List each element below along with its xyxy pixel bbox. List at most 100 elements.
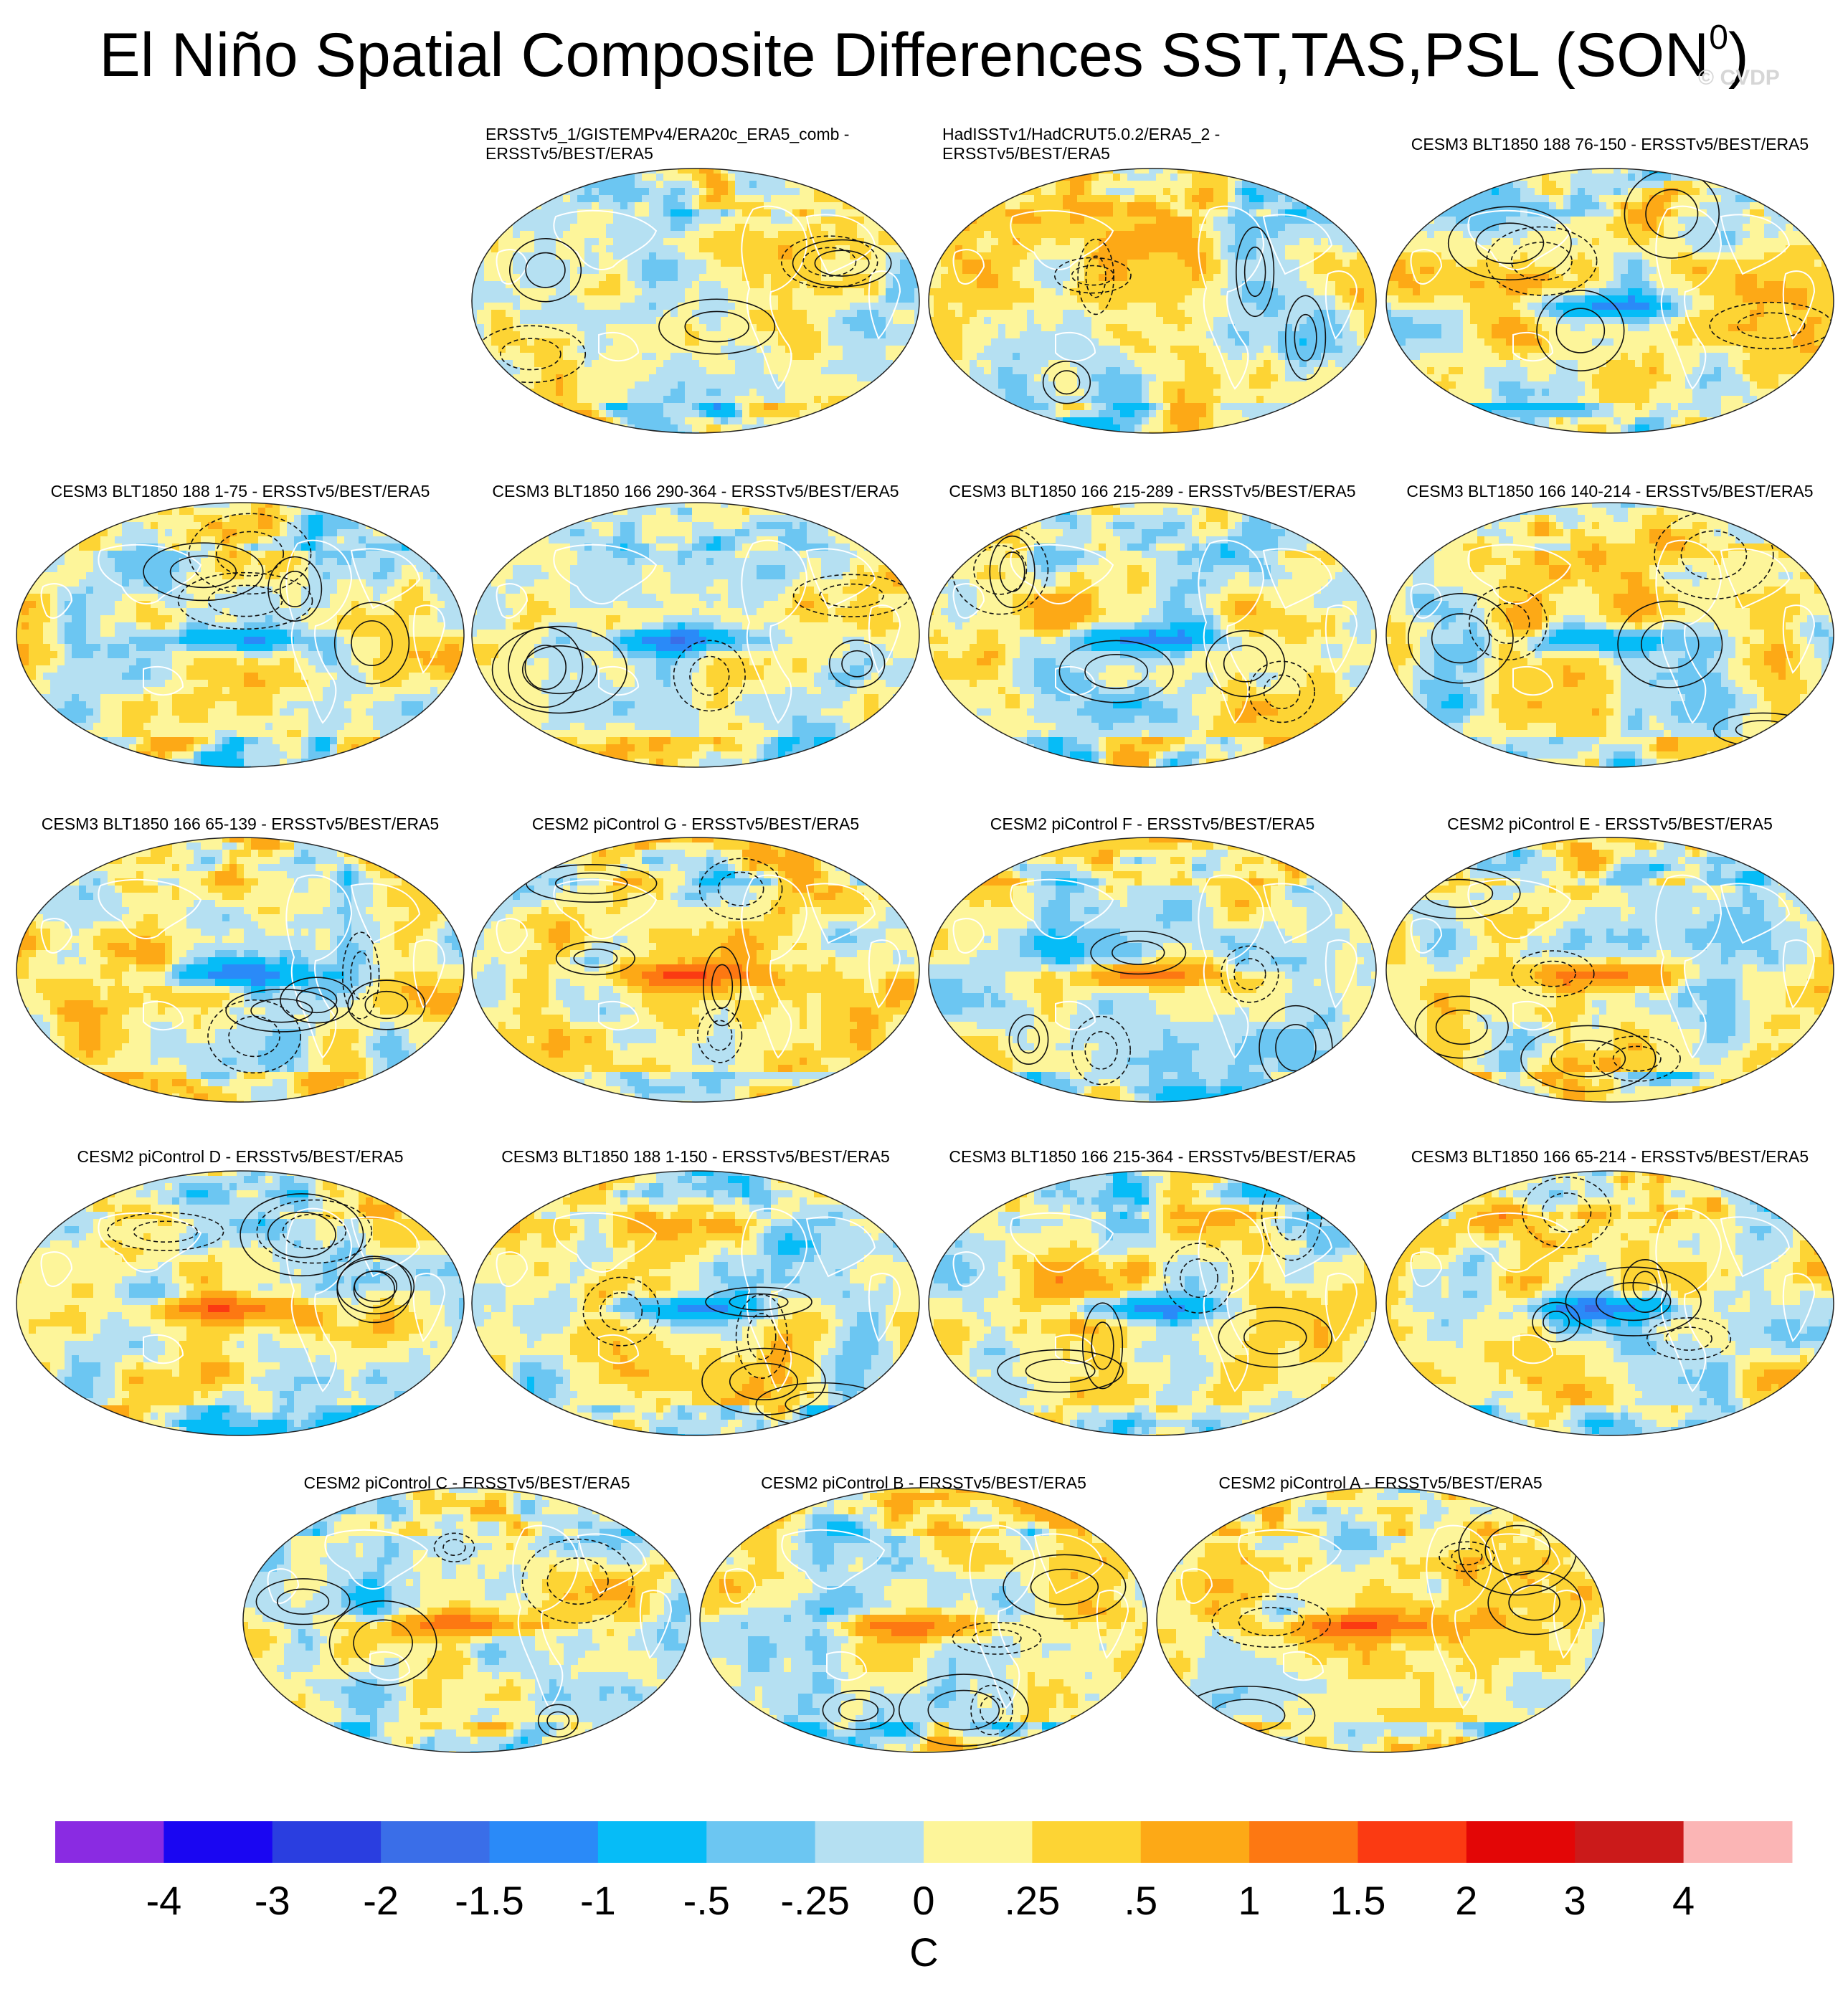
- psl-contour: [508, 237, 582, 303]
- panel-title: CESM3 BLT1850 166 140-214 - ERSSTv5/BEST…: [1406, 482, 1813, 501]
- map-panel: [928, 837, 1377, 1103]
- coastline: [1410, 1251, 1443, 1287]
- psl-contour: [717, 871, 764, 906]
- colorbar-tick-label: 1.5: [1330, 1878, 1386, 1923]
- psl-contour: [972, 1628, 1022, 1648]
- coastline: [1283, 1651, 1325, 1681]
- psl-contour: [1451, 1547, 1483, 1566]
- colorbar-tick-label: 2: [1455, 1878, 1477, 1923]
- map-panel: [16, 837, 465, 1103]
- map-panel: [1385, 502, 1834, 768]
- psl-contour: [802, 247, 857, 277]
- panel-title: CESM2 piControl E - ERSSTv5/BEST/ERA5: [1447, 815, 1773, 834]
- panel-title: CESM2 piControl F - ERSSTv5/BEST/ERA5: [990, 815, 1314, 834]
- psl-contour: [1091, 1321, 1114, 1370]
- psl-contour: [1435, 1009, 1488, 1045]
- colorbar-swatch: [381, 1821, 490, 1863]
- coastline: [805, 1216, 876, 1278]
- map-panel: [16, 1170, 465, 1436]
- psl-contour: [1736, 312, 1806, 339]
- coastline: [1512, 331, 1554, 362]
- psl-contour: [133, 1220, 199, 1243]
- panel-title-line: CESM3 BLT1850 166 215-289 - ERSSTv5/BEST…: [949, 482, 1355, 501]
- psl-contour: [898, 1674, 1029, 1747]
- psl-contour: [1541, 1192, 1592, 1233]
- psl-contour: [1508, 1585, 1560, 1621]
- psl-contour: [573, 948, 618, 968]
- colorbar-swatch: [489, 1821, 599, 1863]
- coastline: [577, 1533, 648, 1595]
- psl-contour: [177, 571, 313, 630]
- map-border: [1156, 1487, 1605, 1753]
- coastline: [1467, 209, 1572, 270]
- colorbar-tick-label: 0: [912, 1878, 934, 1923]
- panel-title: CESM2 piControl D - ERSSTv5/BEST/ERA5: [77, 1147, 403, 1167]
- psl-contour: [521, 645, 597, 695]
- psl-contour: [215, 531, 285, 576]
- psl-contour: [250, 998, 313, 1023]
- psl-contour: [240, 1193, 364, 1277]
- panel-title: CESM3 BLT1850 166 65-214 - ERSSTv5/BEST/…: [1411, 1147, 1809, 1167]
- panel-title: HadISSTv1/HadCRUT5.0.2/ERA5_2 - ERSSTv5/B…: [942, 125, 1220, 163]
- map-border: [1385, 502, 1834, 768]
- coastline: [98, 1212, 202, 1273]
- panel-title: CESM3 BLT1850 166 290-364 - ERSSTv5/BEST…: [492, 482, 899, 501]
- psl-contour: [143, 542, 264, 602]
- coastline: [1720, 883, 1791, 944]
- figure-title-text: El Niño Spatial Composite Differences SS…: [99, 21, 1709, 90]
- coastline: [805, 883, 876, 944]
- coastline: [1262, 548, 1333, 609]
- colorbar-swatch: [1032, 1821, 1142, 1863]
- map-panel: [1385, 168, 1834, 434]
- panel-title-line: HadISSTv1/HadCRUT5.0.2/ERA5_2 -: [942, 125, 1220, 144]
- coastline: [412, 604, 446, 674]
- psl-contour: [582, 1276, 660, 1347]
- psl-contour: [1223, 645, 1268, 683]
- coastline: [1198, 1207, 1265, 1392]
- coastline: [1096, 1590, 1129, 1659]
- psl-contour: [537, 1704, 579, 1738]
- colorbar-swatch: [1357, 1821, 1467, 1863]
- psl-contour: [1003, 1554, 1127, 1620]
- coastline: [1467, 1212, 1572, 1273]
- coastline: [350, 883, 421, 944]
- psl-contour: [207, 999, 301, 1074]
- psl-contour: [1084, 1031, 1118, 1070]
- coastline: [868, 1273, 901, 1342]
- coastline: [1055, 1334, 1096, 1364]
- coastline: [868, 604, 901, 674]
- coastline: [741, 205, 808, 390]
- psl-contour: [347, 979, 426, 1030]
- panel-title-line: ERSSTv5/BEST/ERA5: [485, 144, 849, 163]
- psl-contour: [729, 1362, 799, 1401]
- coastline: [350, 1216, 421, 1278]
- coastline: [598, 1334, 640, 1364]
- psl-contour: [351, 620, 393, 666]
- panel-title-line: CESM3 BLT1850 166 65-139 - ERSSTv5/BEST/…: [42, 815, 439, 834]
- map-border: [242, 1487, 691, 1753]
- coastline: [553, 209, 658, 270]
- coastline: [741, 539, 808, 724]
- panel-title-line: CESM2 piControl D - ERSSTv5/BEST/ERA5: [77, 1147, 403, 1167]
- psl-contour: [1248, 660, 1315, 723]
- colorbar-unit-label: C: [0, 1929, 1848, 1976]
- coastline: [1180, 1568, 1213, 1604]
- map-border: [928, 502, 1377, 768]
- panel-title-line: CESM3 BLT1850 166 140-214 - ERSSTv5/BEST…: [1406, 482, 1813, 501]
- psl-contour: [689, 655, 730, 696]
- psl-contour: [1030, 1568, 1099, 1605]
- colorbar-tick-label: -4: [146, 1878, 181, 1923]
- psl-contour: [276, 1588, 330, 1615]
- coastline: [1238, 1529, 1342, 1590]
- psl-contour: [1112, 940, 1165, 965]
- figure-title-close: ): [1728, 21, 1749, 90]
- psl-contour: [1407, 593, 1514, 684]
- map-panel: [242, 1487, 691, 1753]
- coastline: [952, 583, 985, 619]
- colorbar-tick-label: 4: [1672, 1878, 1695, 1923]
- coastline: [143, 1334, 184, 1364]
- coastline: [40, 1251, 73, 1287]
- psl-contour: [364, 990, 409, 1020]
- coastline: [369, 1651, 411, 1681]
- colorbar-tick-label: 3: [1564, 1878, 1586, 1923]
